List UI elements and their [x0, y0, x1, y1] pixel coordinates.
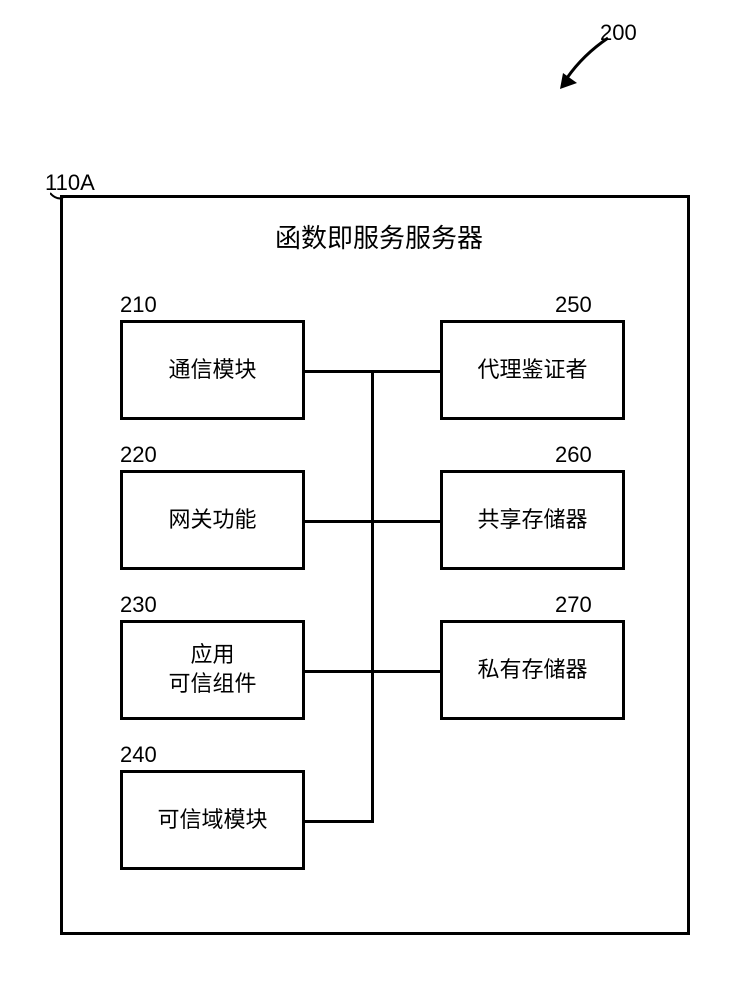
box-230-number: 230	[120, 592, 157, 618]
arrow-icon	[553, 33, 623, 98]
box-270-label: 私有存储器	[477, 656, 587, 685]
box-250-label: 代理鉴证者	[477, 356, 587, 385]
box-240-label: 可信域模块	[157, 806, 267, 835]
box-210-number: 210	[120, 292, 157, 318]
box-250: 代理鉴证者	[440, 320, 625, 420]
box-250-number: 250	[555, 292, 592, 318]
box-240: 可信域模块	[120, 770, 305, 870]
box-260-number: 260	[555, 442, 592, 468]
box-230-label: 应用 可信组件	[168, 641, 256, 698]
box-270: 私有存储器	[440, 620, 625, 720]
bus-h-1	[305, 370, 440, 373]
box-220: 网关功能	[120, 470, 305, 570]
bus-h-4	[305, 820, 374, 823]
box-260: 共享存储器	[440, 470, 625, 570]
bus-h-2	[305, 520, 440, 523]
box-270-number: 270	[555, 592, 592, 618]
box-210: 通信模块	[120, 320, 305, 420]
box-220-number: 220	[120, 442, 157, 468]
outer-title: 函数即服务服务器	[275, 218, 483, 255]
bus-vertical	[371, 370, 374, 823]
box-240-number: 240	[120, 742, 157, 768]
box-230: 应用 可信组件	[120, 620, 305, 720]
bus-h-3	[305, 670, 440, 673]
box-260-label: 共享存储器	[477, 506, 587, 535]
box-210-label: 通信模块	[168, 356, 256, 385]
box-220-label: 网关功能	[168, 506, 256, 535]
